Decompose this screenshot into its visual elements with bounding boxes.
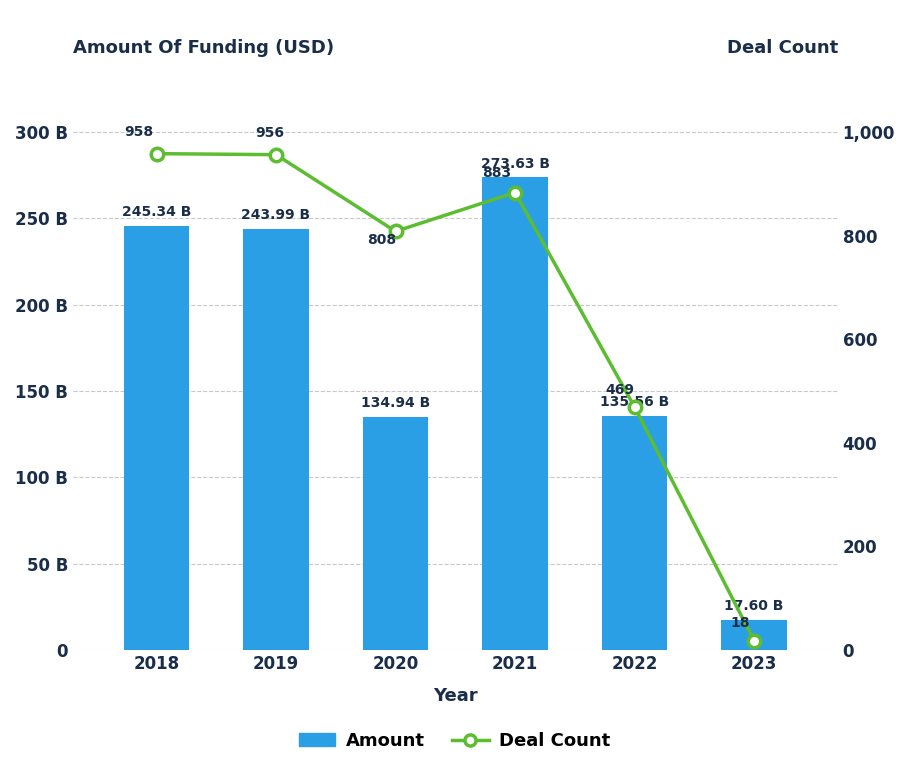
Deal Count [270,150,281,159]
Text: 18: 18 [730,616,750,630]
Bar [602,416,667,650]
Text: 273.63 B: 273.63 B [480,156,550,170]
Bar [482,177,548,650]
Text: 469: 469 [606,382,635,396]
Text: 17.60 B: 17.60 B [724,599,784,613]
Deal Count [629,402,640,412]
Deal Count [151,149,162,159]
Text: Amount Of Funding (USD): Amount Of Funding (USD) [73,39,334,57]
Text: Deal Count: Deal Count [726,39,838,57]
Text: 958: 958 [124,125,153,139]
Text: 245.34 B: 245.34 B [122,205,191,219]
Bar [722,620,787,650]
Line: Deal Count: Deal Count [150,147,761,647]
Legend: Amount, Deal Count: Amount, Deal Count [292,724,618,757]
Bar [363,417,429,650]
Bar [124,226,189,650]
Text: 956: 956 [256,126,285,140]
Deal Count [749,636,760,646]
X-axis label: Year: Year [433,687,478,705]
Text: 883: 883 [482,166,511,180]
Text: 134.94 B: 134.94 B [361,396,430,410]
Deal Count [390,227,401,236]
Text: 243.99 B: 243.99 B [241,207,310,221]
Bar [243,228,308,650]
Text: 135.56 B: 135.56 B [600,395,669,409]
Deal Count [510,188,521,197]
Text: 808: 808 [367,233,396,247]
